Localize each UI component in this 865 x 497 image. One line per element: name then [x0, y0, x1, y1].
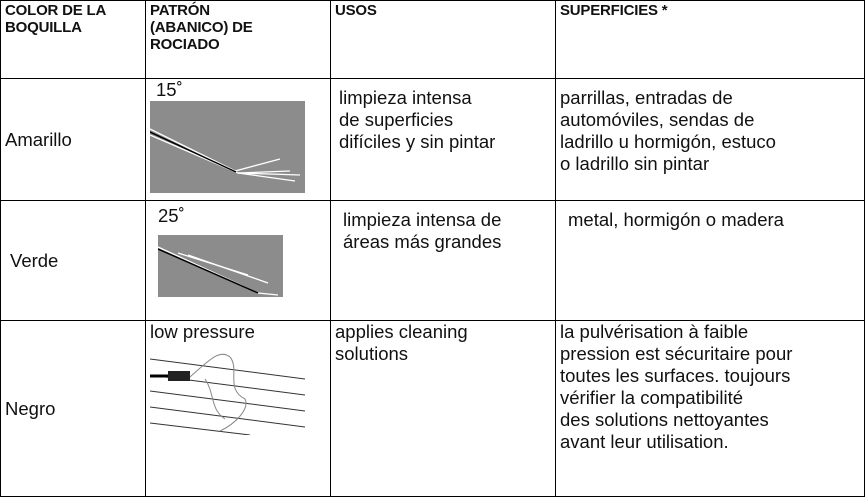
cell-text-line: BOQUILLA — [5, 19, 82, 36]
cell-text-line: pression est sécuritaire pour — [560, 343, 793, 364]
cell-text-line: ladrillo u hormigón, estuco — [560, 131, 776, 152]
cell-text-line: metal, hormigón o madera — [568, 209, 784, 230]
header-cell: COLOR DE LA BOQUILLA — [0, 0, 146, 79]
cell-text-line: vérifier la compatibilité — [560, 387, 744, 408]
cell-text-line: ROCIADO — [150, 36, 220, 53]
cell: 15˚ — [145, 78, 331, 201]
cell-text-line: low pressure — [150, 321, 255, 343]
header-cell: SUPERFICIES * — [555, 0, 865, 79]
cell: 25˚ — [145, 200, 331, 321]
cell-text-line: applies cleaning — [335, 321, 468, 343]
cell: la pulvérisation à faible pression est sé… — [555, 320, 865, 497]
cell: limpieza intensa de superficies difíciles … — [330, 78, 556, 201]
spray-pattern-icon — [150, 353, 305, 435]
cell: applies cleaning solutions — [330, 320, 556, 497]
cell-text-line: limpieza intensa de — [343, 209, 502, 230]
cell-text-line: COLOR DE LA — [5, 2, 107, 19]
cell-text-line: la pulvérisation à faible — [560, 321, 749, 343]
row: Negro low pressure applies cleaning solut… — [0, 320, 865, 497]
cell-text-line: SUPERFICIES * — [560, 2, 668, 19]
cell: Verde — [0, 200, 146, 321]
cell-text-line: toutes les surfaces. toujours — [560, 365, 791, 386]
cell: limpieza intensa de áreas más grandes — [330, 200, 556, 321]
cell: Amarillo — [0, 78, 146, 201]
row: Verde 25˚ limpieza intensa de áreas más g… — [0, 200, 865, 321]
cell-text-line: USOS — [335, 2, 377, 19]
cell-text-line: (ABANICO) DE — [150, 19, 253, 36]
header-cell: USOS — [330, 0, 556, 79]
cell: low pressure — [145, 320, 331, 497]
cell-text-line: Amarillo — [5, 128, 72, 150]
cell-text-line: limpieza intensa — [339, 87, 472, 108]
cell-text-line: automóviles, sendas de — [560, 109, 755, 130]
cell: parrillas, entradas de automóviles, senda… — [555, 78, 865, 201]
spray-pattern-icon — [158, 235, 283, 297]
cell: metal, hormigón o madera — [555, 200, 865, 321]
cell-text-line: Negro — [5, 397, 56, 419]
spray-pattern-icon — [150, 101, 305, 193]
cell-text-line: o ladrillo sin pintar — [560, 153, 710, 174]
cell-text-line: áreas más grandes — [343, 231, 502, 252]
cell-text-line: solutions — [335, 343, 409, 364]
row: Amarillo 15˚ limpieza intensa de superfic… — [0, 78, 865, 201]
cell: Negro — [0, 320, 146, 497]
cell-text-line: 15˚ — [156, 79, 183, 101]
cell-text-line: 25˚ — [158, 205, 185, 226]
header-cell: PATRÓN (ABANICO) DE ROCIADO — [145, 0, 331, 79]
cell-text-line: parrillas, entradas de — [560, 87, 733, 108]
header-row: COLOR DE LA BOQUILLA PATRÓN (ABANICO) DE RO… — [0, 0, 865, 79]
cell-text-line: Verde — [10, 249, 59, 271]
cell-text-line: avant leur utilisation. — [560, 431, 729, 452]
cell-text-line: de superficies — [339, 109, 454, 130]
cell-text-line: PATRÓN — [150, 2, 210, 19]
cell-text-line: des solutions nettoyantes — [560, 409, 769, 430]
cell-text-line: difíciles y sin pintar — [339, 131, 496, 152]
